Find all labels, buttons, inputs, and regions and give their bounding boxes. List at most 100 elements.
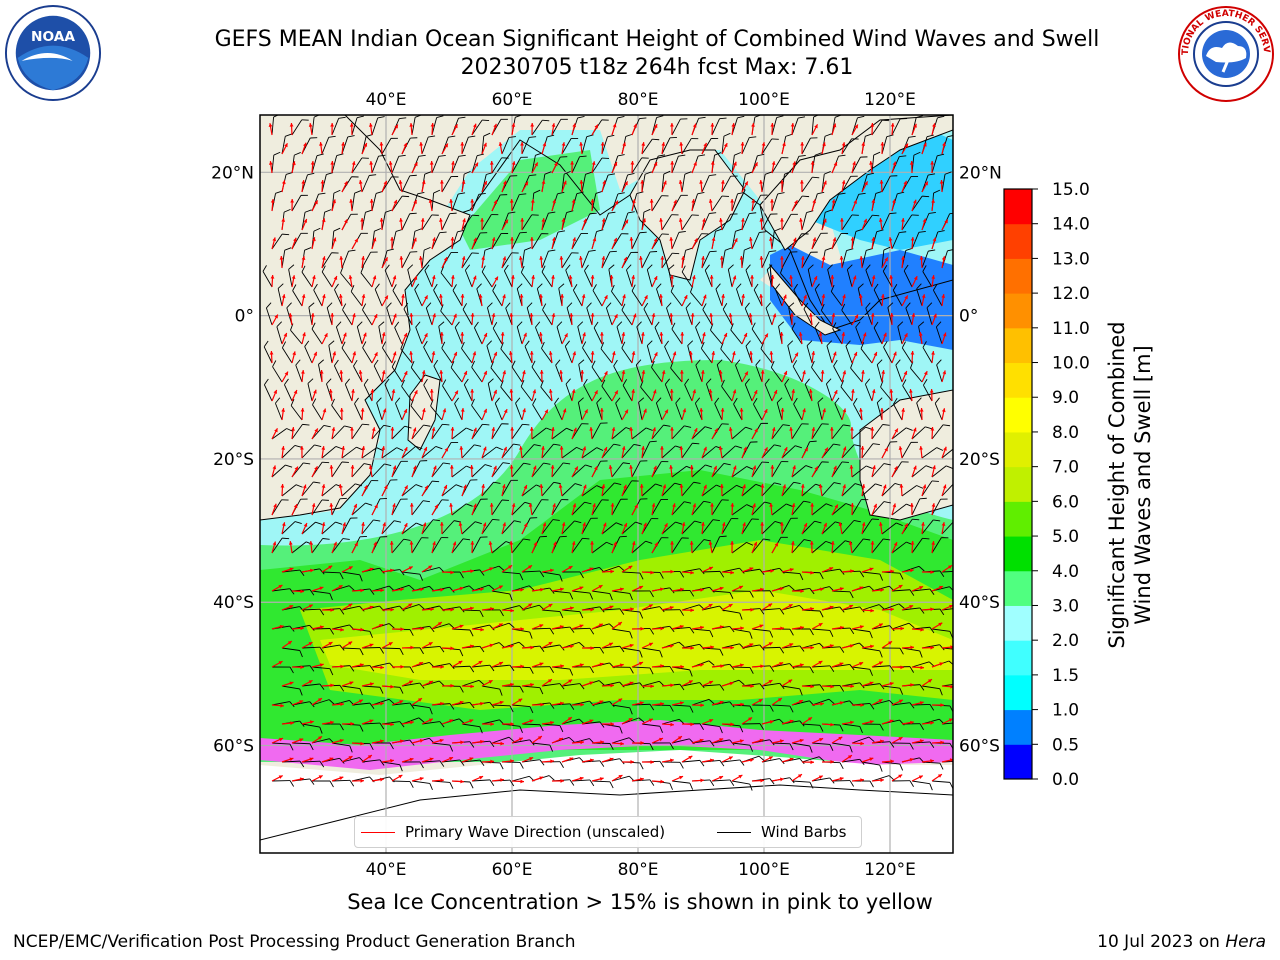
wind-barb-flag bbox=[593, 321, 599, 329]
wind-barb-flag bbox=[384, 378, 390, 385]
wind-barb-flag bbox=[708, 660, 715, 666]
wind-barb-flag bbox=[793, 283, 798, 291]
wind-barb-flag bbox=[494, 397, 500, 404]
wave-arrow-head bbox=[773, 390, 778, 395]
wind-barb-flag bbox=[336, 153, 344, 157]
wave-arrow-head bbox=[768, 642, 773, 646]
wind-barb-shaft bbox=[351, 117, 358, 136]
wave-arrow-head bbox=[599, 408, 604, 412]
wind-barb-shaft bbox=[521, 685, 540, 689]
wave-arrow-head bbox=[853, 352, 858, 356]
wave-arrow-head bbox=[829, 567, 834, 571]
wind-barb-shaft bbox=[381, 520, 395, 535]
wind-barb-shaft bbox=[851, 426, 866, 440]
wind-barb-shaft bbox=[596, 402, 603, 421]
wind-barb-shaft bbox=[702, 309, 713, 326]
wind-barb-flag bbox=[799, 688, 803, 696]
lon-tick-label-top: 100°E bbox=[738, 90, 790, 110]
wind-barb-flag bbox=[824, 133, 832, 137]
wind-barb-shaft bbox=[860, 348, 873, 364]
wind-barb-flag bbox=[472, 214, 480, 217]
wave-arrow-head bbox=[641, 332, 645, 336]
wind-barb-flag bbox=[599, 760, 605, 767]
wind-barb-shaft bbox=[333, 365, 343, 383]
wind-barb-flag bbox=[374, 283, 380, 290]
wind-barb-shaft bbox=[841, 138, 853, 155]
wave-arrow-head bbox=[690, 646, 694, 650]
wind-barb-flag bbox=[440, 304, 444, 312]
wave-arrow-head bbox=[869, 681, 874, 686]
wind-barb-flag bbox=[883, 340, 888, 348]
wave-arrow-head bbox=[913, 276, 918, 281]
wind-barb-flag bbox=[289, 701, 295, 708]
wave-arrow-head bbox=[518, 737, 523, 742]
wave-arrow-head bbox=[344, 219, 348, 224]
wind-barb-flag bbox=[474, 321, 479, 328]
wind-barb-flag bbox=[716, 359, 723, 365]
wind-barb-flag bbox=[649, 779, 655, 786]
wind-barb-shaft bbox=[541, 644, 560, 649]
wind-barb-flag bbox=[418, 604, 425, 610]
wave-arrow-head bbox=[719, 586, 724, 591]
wind-barb-shaft bbox=[661, 214, 672, 231]
wind-barb-flag bbox=[705, 464, 713, 468]
wind-barb-flag bbox=[841, 303, 846, 311]
wind-barb-shaft bbox=[721, 136, 725, 155]
wind-barb-flag bbox=[416, 522, 423, 527]
wave-arrow-head bbox=[893, 351, 897, 356]
wave-arrow-head bbox=[360, 588, 364, 593]
wind-barb-shaft bbox=[781, 445, 796, 459]
wind-barb-shaft bbox=[631, 460, 641, 478]
wind-barb-shaft bbox=[461, 136, 469, 155]
lon-tick-label-top: 80°E bbox=[618, 90, 659, 110]
wave-arrow-head bbox=[502, 294, 506, 299]
wind-barb-flag bbox=[486, 340, 493, 347]
wave-arrow-head bbox=[518, 698, 523, 703]
wave-arrow-head bbox=[534, 162, 538, 167]
wave-arrow-head bbox=[428, 642, 433, 646]
wind-barb-flag bbox=[769, 665, 775, 672]
wave-arrow-head bbox=[834, 504, 838, 509]
wave-arrow-head bbox=[913, 465, 917, 470]
wind-barb-shaft bbox=[433, 289, 443, 307]
wave-arrow-head bbox=[360, 627, 364, 632]
wind-barb-shaft bbox=[341, 517, 351, 535]
wave-arrow-head bbox=[542, 142, 547, 147]
wind-barb-flag bbox=[595, 190, 603, 194]
wave-arrow-head bbox=[479, 775, 484, 780]
wind-barb-flag bbox=[353, 359, 358, 367]
wind-barb-flag bbox=[299, 688, 303, 696]
wave-arrow-head bbox=[342, 522, 347, 527]
wind-barb-flag bbox=[379, 759, 385, 766]
wind-barb-shaft bbox=[410, 367, 423, 383]
wave-arrow-head bbox=[591, 161, 596, 166]
wind-barb-flag bbox=[925, 426, 933, 430]
wind-barb-shaft bbox=[661, 174, 665, 193]
wave-arrow-head bbox=[610, 722, 614, 727]
wind-barb-shaft bbox=[461, 214, 473, 231]
wave-arrow-head bbox=[743, 446, 747, 451]
wave-arrow-head bbox=[589, 681, 594, 685]
wind-barb-flag bbox=[663, 170, 671, 175]
wind-barb-flag bbox=[629, 631, 633, 639]
wind-barb-flag bbox=[537, 283, 543, 289]
wave-arrow-head bbox=[288, 313, 293, 317]
wind-barb-flag bbox=[569, 779, 575, 786]
wind-barb-flag bbox=[858, 642, 865, 649]
wave-arrow-head bbox=[691, 275, 696, 280]
map-frame bbox=[259, 114, 954, 854]
wind-barb-shaft bbox=[461, 679, 480, 687]
wind-barb-shaft bbox=[864, 384, 873, 402]
wave-arrow-head bbox=[631, 389, 636, 393]
wind-barb-flag bbox=[949, 586, 953, 592]
wind-barb-flag bbox=[905, 302, 911, 309]
wind-barb-flag bbox=[601, 379, 606, 387]
wave-arrow-head bbox=[428, 718, 433, 723]
wave-arrow-head bbox=[283, 332, 288, 337]
wave-arrow-head bbox=[721, 522, 726, 527]
wave-arrow-head bbox=[708, 389, 713, 393]
wave-arrow-head bbox=[329, 503, 334, 507]
wave-arrow-head bbox=[670, 569, 674, 574]
wave-arrow-head bbox=[840, 625, 844, 630]
wind-barb-shaft bbox=[731, 426, 746, 440]
